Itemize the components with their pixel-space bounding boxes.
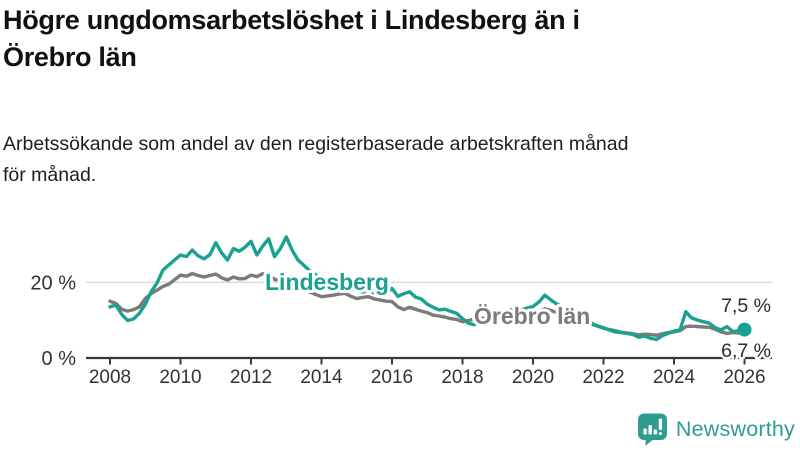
x-tick-label-2018: 2018 [441, 367, 483, 388]
x-tick-label-2016: 2016 [371, 367, 413, 388]
end-value-label-lindesberg: 7,5 % [721, 295, 771, 317]
chart-title-line2: Örebro län [3, 42, 137, 72]
logo-bar-3 [653, 429, 657, 435]
end-value-label-orebro-lan: 6,7 % [721, 340, 771, 362]
chart-subtitle: Arbetssökande som andel av den registerb… [3, 129, 793, 191]
series-label-orebro-lan: Örebro län [474, 303, 590, 329]
logo-bar-2 [648, 425, 652, 435]
chart-title-line1: Högre ungdomsarbetslöshet i Lindesberg ä… [3, 5, 580, 35]
x-tick-label-2008: 2008 [89, 367, 131, 388]
newsworthy-logo: Newsworthy [636, 412, 795, 446]
x-tick-label-2020: 2020 [512, 367, 554, 388]
series-line-lindesberg [108, 235, 747, 342]
x-tick-label-2026: 2026 [723, 367, 765, 388]
x-tick-label-2022: 2022 [582, 367, 624, 388]
y-axis-label-0: 0 % [42, 348, 77, 370]
newsworthy-icon [637, 413, 667, 446]
chart-title: Högre ungdomsarbetslöshet i Lindesberg ä… [3, 2, 783, 76]
logo-exclamation-dot [658, 432, 663, 435]
chart-subtitle-line2: för månad. [3, 164, 97, 186]
newsworthy-wordmark: Newsworthy [675, 416, 795, 441]
x-tick-label-2010: 2010 [159, 367, 201, 388]
logo-exclamation-bar [658, 418, 663, 430]
chart-subtitle-line1: Arbetssökande som andel av den registerb… [3, 133, 629, 155]
logo-bar-1 [643, 428, 647, 435]
x-tick-label-2012: 2012 [230, 367, 272, 388]
series-end-dot-lindesberg [737, 322, 752, 337]
x-tick-label-2014: 2014 [300, 367, 343, 388]
series-line-orebro-lan [108, 271, 747, 337]
series-label-lindesberg: Lindesberg [265, 269, 389, 295]
y-axis-label-20: 20 % [30, 272, 76, 294]
x-tick-label-2024: 2024 [653, 367, 696, 388]
